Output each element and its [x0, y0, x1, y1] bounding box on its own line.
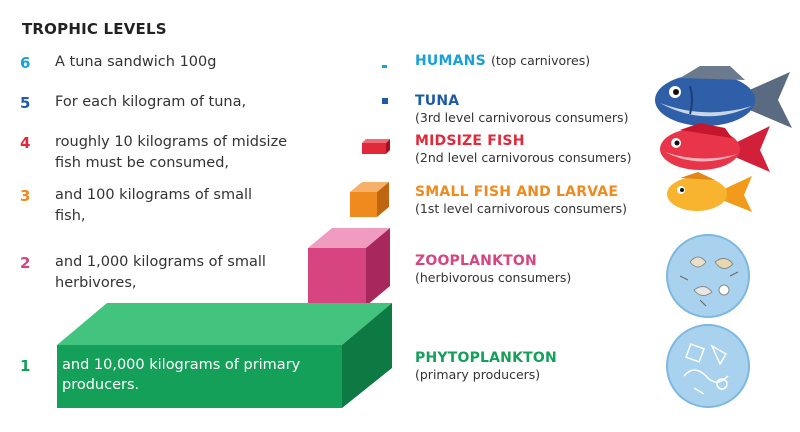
level-5-subtitle: (3rd level carnivorous consumers) [415, 110, 629, 125]
level-3-name: SMALL FISH AND LARVAE [415, 184, 619, 200]
level-4-subtitle: (2nd level carnivorous consumers) [415, 150, 632, 165]
level-4-block [362, 139, 390, 154]
level-2-description: and 1,000 kilograms of small herbivores, [55, 254, 266, 291]
level-2-number: 2 [20, 254, 31, 272]
small-fish-icon [667, 172, 752, 212]
level-6-block [382, 65, 387, 68]
tuna-icon [655, 66, 792, 128]
level-4-description: roughly 10 kilograms of midsize fish mus… [55, 134, 288, 171]
level-2-subtitle: (herbivorous consumers) [415, 270, 572, 285]
level-1-description: and 10,000 kilograms of primary producer… [62, 357, 301, 393]
level-6-number: 6 [20, 54, 31, 72]
level-6-description: A tuna sandwich 100g [55, 54, 217, 70]
level-4-number: 4 [20, 134, 31, 152]
midsize-fish-icon [660, 123, 770, 172]
level-6-subtitle: (top carnivores) [490, 53, 591, 68]
level-5-number: 5 [20, 94, 31, 112]
level-3-number: 3 [20, 187, 31, 205]
level-2-block [308, 228, 390, 306]
level-3-block [350, 182, 389, 217]
level-4-name: MIDSIZE FISH [415, 133, 525, 149]
level-2-name: ZOOPLANKTON [415, 253, 537, 269]
level-5-name: TUNA [415, 93, 460, 109]
level-3-subtitle: (1st level carnivorous consumers) [415, 201, 627, 216]
level-3-description: and 100 kilograms of small fish, [55, 187, 253, 224]
level-5-description: For each kilogram of tuna, [55, 94, 247, 110]
phytoplankton-icon [666, 324, 750, 408]
level-6-name: HUMANS (top carnivores) [415, 53, 590, 69]
level-5-block [382, 98, 388, 104]
level-1-name: PHYTOPLANKTON [415, 350, 557, 366]
level-1-subtitle: (primary producers) [415, 367, 541, 382]
level-1-block [57, 303, 392, 408]
zooplankton-icon [666, 234, 750, 318]
level-1-number: 1 [20, 357, 31, 375]
level-6-name-text: HUMANS [415, 53, 486, 69]
diagram-title: TROPHIC LEVELS [22, 20, 167, 38]
